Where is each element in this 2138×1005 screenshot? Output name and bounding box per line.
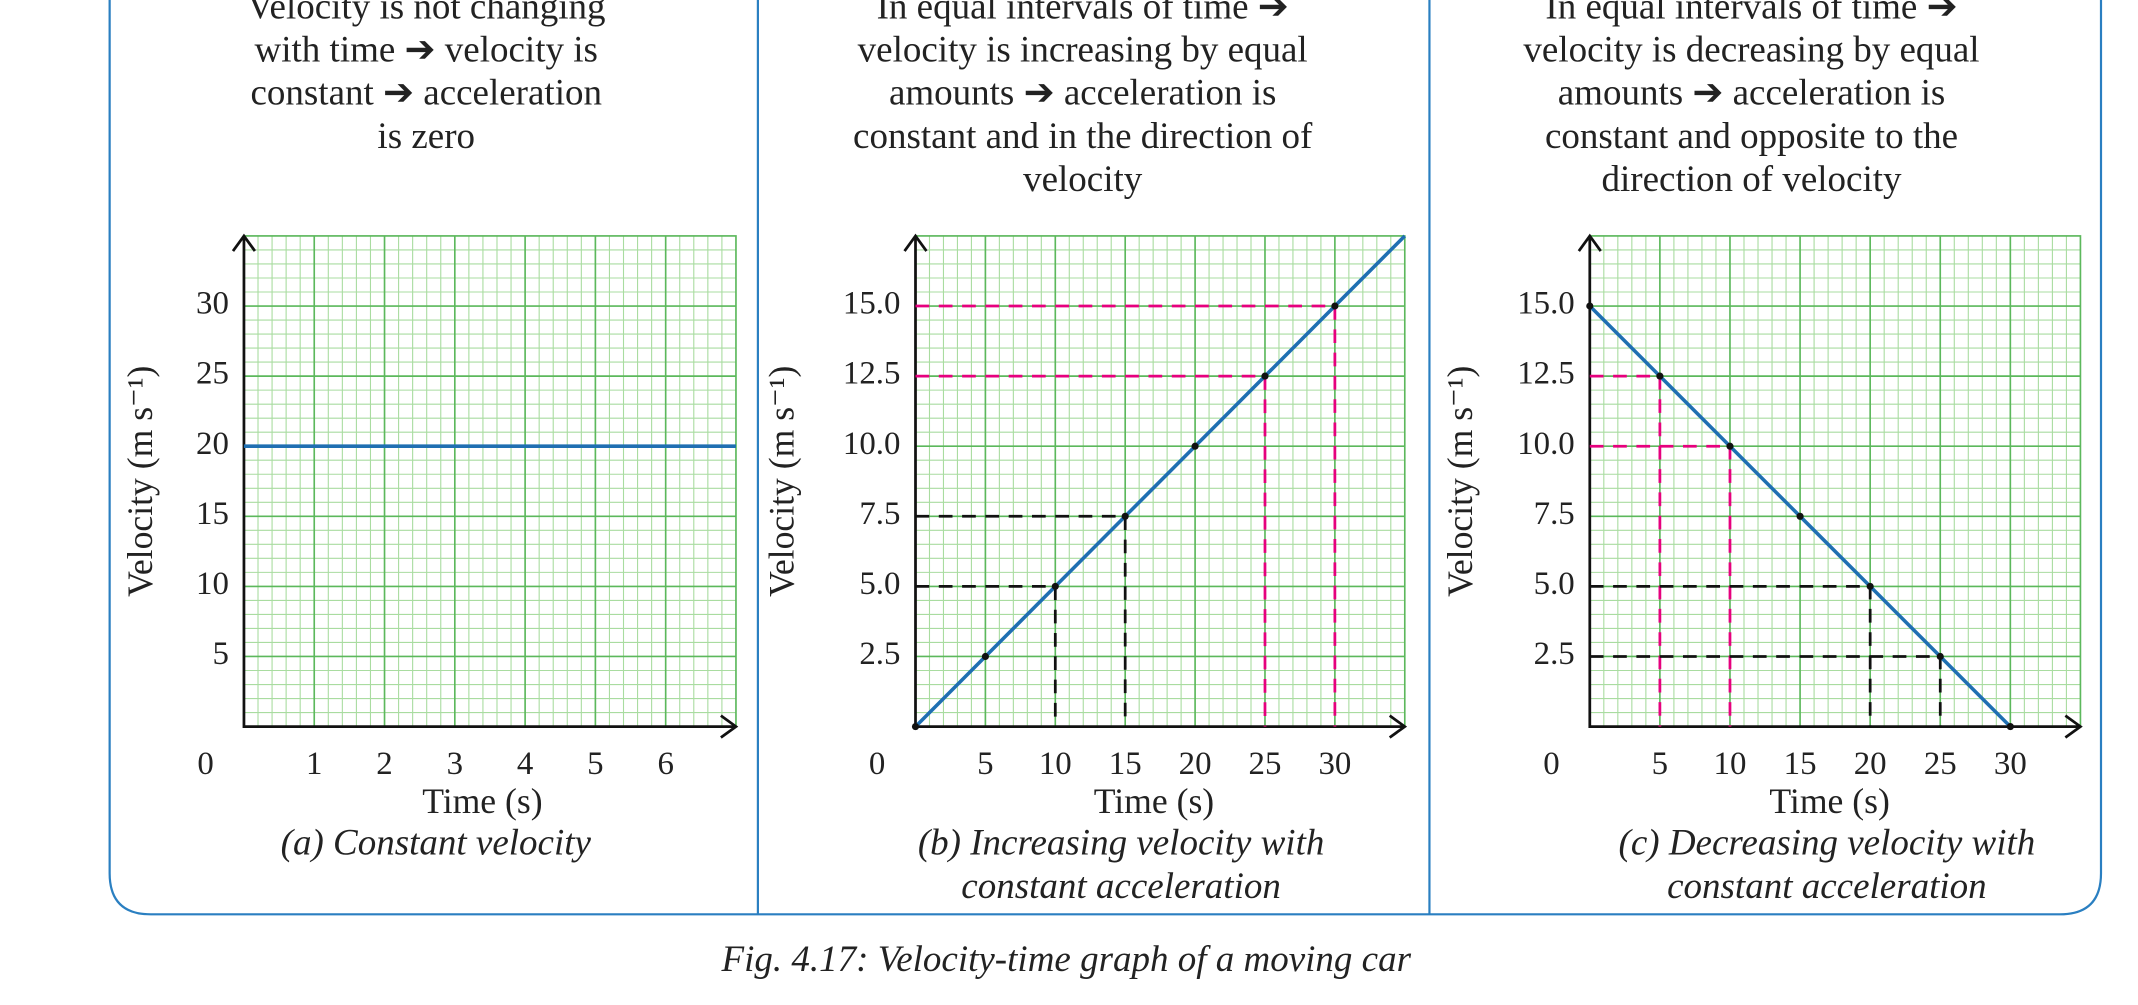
point xyxy=(1796,512,1804,520)
x-tick-label: 25 xyxy=(1924,746,1957,782)
panel-caption: (b) Increasing velocity with xyxy=(918,822,1325,863)
point xyxy=(1121,512,1129,520)
y-tick-label: 15.0 xyxy=(843,286,901,322)
plot-frame xyxy=(1588,235,2082,728)
y-tick-label: 30 xyxy=(196,286,229,322)
point xyxy=(1586,302,1594,310)
y-tick-label: 15.0 xyxy=(1517,286,1575,322)
point xyxy=(911,723,920,731)
point xyxy=(2006,723,2014,731)
description-line: constant ➔ acceleration xyxy=(250,73,602,114)
x-tick-label: 5 xyxy=(1652,746,1668,782)
description-line: is zero xyxy=(377,116,475,157)
panel-caption: constant acceleration xyxy=(1667,866,1987,907)
point xyxy=(1261,372,1269,380)
y-tick-label: 7.5 xyxy=(859,496,900,532)
y-tick-label: 2.5 xyxy=(1534,636,1575,672)
description-line: amounts ➔ acceleration is xyxy=(1558,73,1946,114)
description-line: velocity is decreasing by equal xyxy=(1523,29,1979,70)
description-line: amounts ➔ acceleration is xyxy=(889,73,1277,114)
x-tick-label: 15 xyxy=(1109,746,1142,782)
y-tick-label: 10 xyxy=(196,566,229,602)
x-tick-label: 1 xyxy=(306,746,322,782)
x-tick-label: 30 xyxy=(1994,746,2027,782)
y-axis-label: Velocity (m s⁻¹) xyxy=(1440,366,1480,597)
y-tick-label: 2.5 xyxy=(859,636,900,672)
x-tick-label: 5 xyxy=(587,746,603,782)
x-axis-label: Time (s) xyxy=(1769,781,1889,821)
description-line: velocity xyxy=(1023,159,1143,200)
panel-caption: (c) Decreasing velocity with xyxy=(1619,822,2036,863)
x-tick-label: 10 xyxy=(1714,746,1747,782)
x-tick-label: 0 xyxy=(869,746,885,782)
x-tick-label: 5 xyxy=(977,746,993,782)
x-tick-label: 25 xyxy=(1249,746,1282,782)
panel-frame xyxy=(108,0,2103,916)
description-line: constant and opposite to the xyxy=(1545,116,1958,157)
y-tick-label: 12.5 xyxy=(843,356,901,392)
x-axis-label: Time (s) xyxy=(1094,781,1214,821)
panel-caption: (a) Constant velocity xyxy=(281,822,592,863)
axes xyxy=(1577,233,2083,739)
y-tick-label: 5.0 xyxy=(1534,566,1575,602)
x-tick-label: 20 xyxy=(1179,746,1212,782)
y-axis-label: Velocity (m s⁻¹) xyxy=(761,366,801,597)
y-axis-label: Velocity (m s⁻¹) xyxy=(120,366,160,597)
plot-frame xyxy=(243,235,737,728)
x-tick-label: 0 xyxy=(1543,746,1559,782)
point xyxy=(1726,442,1734,450)
description-line: direction of velocity xyxy=(1602,159,1903,200)
x-tick-label: 30 xyxy=(1318,746,1351,782)
x-tick-label: 15 xyxy=(1784,746,1817,782)
point xyxy=(1051,582,1059,590)
point xyxy=(1331,302,1339,310)
x-tick-label: 2 xyxy=(376,746,392,782)
figure-caption: Fig. 4.17: Velocity-time graph of a movi… xyxy=(721,939,1412,980)
description-line: constant and in the direction of xyxy=(853,116,1313,157)
x-tick-label: 3 xyxy=(447,746,463,782)
description-line: with time ➔ velocity is xyxy=(255,29,598,70)
guide-line xyxy=(1589,655,1942,727)
guide-line xyxy=(915,585,1057,727)
point xyxy=(1191,442,1199,450)
y-tick-label: 7.5 xyxy=(1534,496,1575,532)
y-tick-label: 5 xyxy=(212,636,228,672)
y-tick-label: 12.5 xyxy=(1517,356,1575,392)
x-tick-label: 20 xyxy=(1854,746,1887,782)
y-tick-label: 20 xyxy=(196,426,229,462)
y-tick-label: 25 xyxy=(196,356,229,392)
y-tick-label: 5.0 xyxy=(859,566,900,602)
point xyxy=(1936,652,1944,661)
description-line: In equal intervals of time ➔ xyxy=(1545,0,1957,27)
x-tick-label: 4 xyxy=(517,746,533,782)
x-tick-label: 6 xyxy=(657,746,673,782)
point xyxy=(1656,372,1664,380)
series-line xyxy=(914,234,1407,728)
description-line: velocity is increasing by equal xyxy=(858,29,1308,70)
x-tick-label: 0 xyxy=(197,746,213,782)
description-line: In equal intervals of time ➔ xyxy=(877,0,1289,27)
axes xyxy=(231,233,739,739)
y-tick-label: 10.0 xyxy=(1517,426,1575,462)
description-line: Velocity is not changing xyxy=(247,0,606,27)
guide-line xyxy=(1589,374,1662,727)
guide-line xyxy=(915,514,1127,727)
point xyxy=(981,652,989,661)
point xyxy=(1866,582,1874,590)
x-axis-label: Time (s) xyxy=(422,781,542,821)
x-tick-label: 10 xyxy=(1039,746,1072,782)
y-tick-label: 10.0 xyxy=(843,426,901,462)
panel-caption: constant acceleration xyxy=(961,866,1281,907)
y-tick-label: 15 xyxy=(196,496,229,532)
